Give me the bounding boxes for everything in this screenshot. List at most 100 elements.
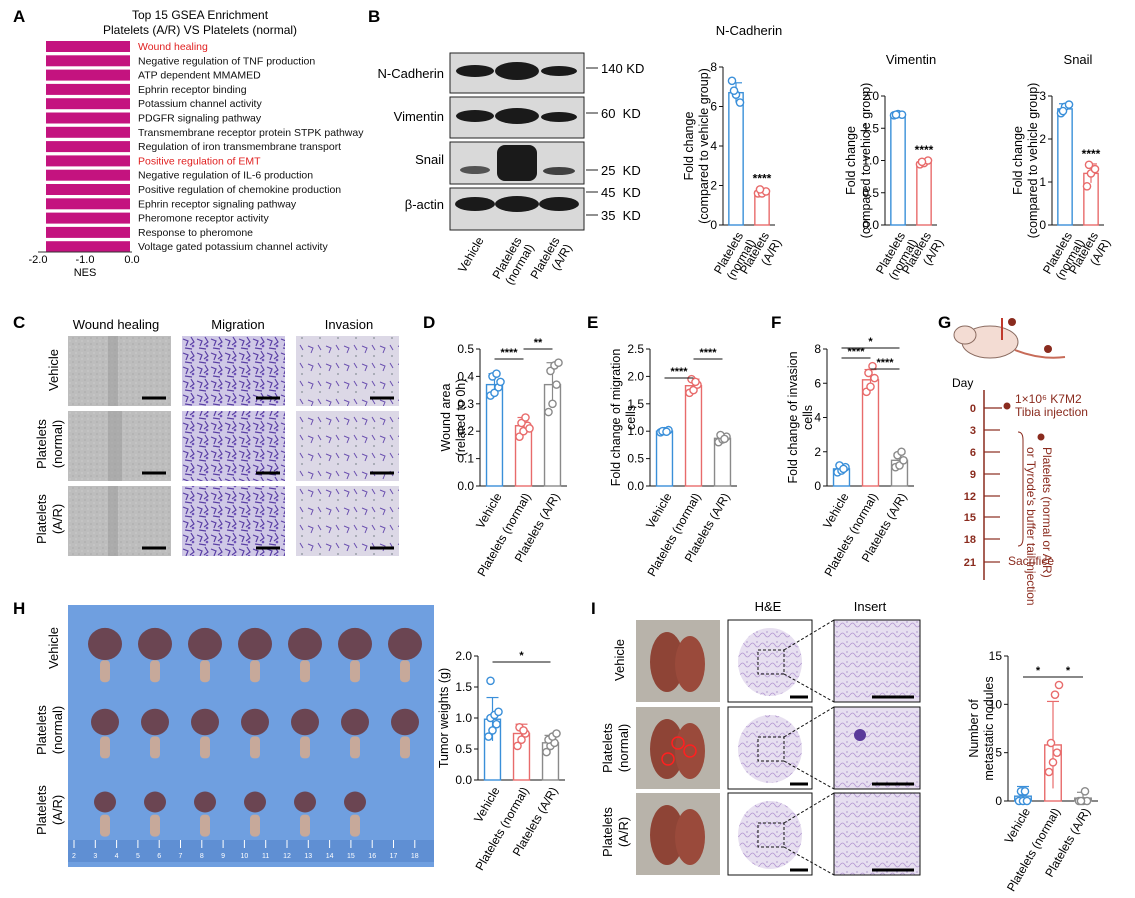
marker-35: 35 KD: [601, 208, 641, 223]
significance-label: ****: [876, 357, 894, 369]
data-point: [519, 726, 528, 735]
tumor: [194, 791, 216, 813]
data-point: [899, 456, 908, 465]
data-point: [494, 707, 503, 717]
timeline-day: 3: [970, 425, 976, 437]
y-tick-label: 5: [995, 746, 1002, 760]
svg-text:(A/R): (A/R): [50, 504, 65, 534]
y-tick-label: 2.0: [455, 649, 472, 663]
data-point: [517, 735, 526, 745]
y-tick-label: 0.0: [455, 773, 472, 787]
y-tick-label: 0.0: [457, 479, 474, 493]
gsea-bar: [46, 69, 130, 81]
event-2b-text: or Tyrode's buffer tail injection: [1024, 447, 1038, 606]
y-tick-label: 6: [710, 100, 717, 114]
data-point: [542, 747, 551, 757]
gsea-category-label: Regulation of iron transmembrane transpo…: [138, 141, 341, 153]
data-point: [1080, 787, 1090, 796]
tumor-bone: [100, 814, 110, 837]
ruler-number: 4: [115, 853, 119, 860]
insert-connector: [783, 846, 835, 876]
ruler-number: 7: [179, 853, 183, 860]
tumor-bone: [350, 736, 360, 759]
tumor-bone: [400, 660, 410, 683]
panel-c-images: [68, 336, 399, 556]
y-tick-label: 1: [1039, 175, 1046, 189]
data-point: [1022, 796, 1032, 806]
y-tick-label: 0.5: [862, 186, 879, 200]
data-point: [492, 719, 501, 729]
blot-label-ncadherin: N-Cadherin: [378, 66, 444, 81]
wound-gap: [108, 486, 118, 556]
tumor: [388, 627, 422, 661]
data-point: [484, 732, 493, 741]
significance-label: *: [1066, 665, 1071, 677]
tumor-bone: [300, 814, 310, 837]
wound-gap: [108, 336, 118, 406]
y-tick-label: 0.5: [457, 342, 474, 356]
panel-g-timeline: Day 0 3 6 9 12 15 18 21 1×10⁶ K7M2 Tibia inject…: [952, 318, 1088, 606]
bar: [485, 383, 504, 487]
panel-letter-e: E: [587, 313, 598, 332]
lung-lobe: [675, 809, 705, 865]
data-point: [1044, 767, 1054, 777]
insert-box: [757, 822, 785, 848]
micrograph-tile: [68, 336, 171, 406]
panel-letter-i: I: [591, 599, 596, 618]
tumor: [391, 708, 419, 736]
chart-title: Vimentin: [886, 52, 936, 67]
y-tick-label: 0.4: [457, 369, 474, 383]
marker-25: 25 KD: [601, 163, 641, 178]
tumor-bone: [250, 660, 260, 683]
tumor-bone: [400, 736, 410, 759]
data-point: [1050, 690, 1060, 699]
data-point: [727, 76, 737, 86]
significance-label: *: [868, 336, 873, 348]
y-tick-label: 0: [1039, 218, 1046, 232]
panel-letter-c: C: [13, 313, 25, 332]
data-point: [1020, 787, 1030, 796]
event-2-text: Platelets (normal or A/R): [1040, 447, 1054, 578]
gsea-x-label: NES: [74, 267, 97, 279]
micrograph-tile: [296, 336, 399, 406]
x-tick-label-group: Vehicle: [471, 784, 503, 825]
x-tick-label: Vehicle: [1002, 805, 1034, 846]
y-axis-label: Wound area(related to 0h): [439, 379, 468, 457]
significance-label: *: [1036, 665, 1041, 677]
tumor: [294, 791, 316, 813]
svg-text:(A/R): (A/R): [616, 817, 631, 847]
y-tick-label: 1.0: [455, 711, 472, 725]
gsea-category-label: Pheromone receptor activity: [138, 213, 269, 225]
data-point: [720, 434, 729, 444]
x-tick-label: Vehicle: [471, 784, 503, 825]
data-point: [691, 377, 700, 387]
insert-connector: [783, 673, 835, 703]
panel-letters: A B C D E F G H I: [13, 7, 951, 618]
event-2-bracket: [1017, 431, 1024, 547]
data-point: [735, 98, 745, 107]
y-axis-label-line: Fold change: [1011, 126, 1025, 195]
tumor: [341, 708, 369, 736]
he-tissue: [738, 628, 802, 696]
gsea-bar-chart: Wound healing Negative regulation of TNF …: [46, 41, 364, 253]
bar: [684, 385, 703, 487]
significance-label: ****: [847, 346, 865, 358]
ruler-number: 15: [347, 853, 355, 860]
chart-d: 0.0 0.1 0.2 0.3 0.4 0.5 Wound area(related to …: [439, 337, 567, 579]
tumor-bone: [300, 660, 310, 683]
gsea-category-label: PDGFR signaling pathway: [138, 113, 262, 125]
data-point: [488, 726, 497, 735]
gsea-category-label: ATP dependent MMAMED: [138, 70, 261, 82]
ruler-number: 11: [262, 853, 269, 860]
gsea-category-label: Response to pheromone: [138, 227, 253, 239]
gsea-bar: [46, 155, 130, 167]
bar: [728, 91, 744, 226]
y-axis-label-line: (related to 0h): [454, 379, 468, 457]
y-axis-label-line: Fold change of migration: [609, 349, 623, 487]
data-point: [868, 361, 877, 371]
data-point: [1082, 181, 1092, 191]
significance-label: ****: [753, 171, 772, 185]
timeline-day: 15: [964, 512, 976, 524]
ruler-number: 8: [200, 853, 204, 860]
y-tick-label: 2: [1039, 132, 1046, 146]
